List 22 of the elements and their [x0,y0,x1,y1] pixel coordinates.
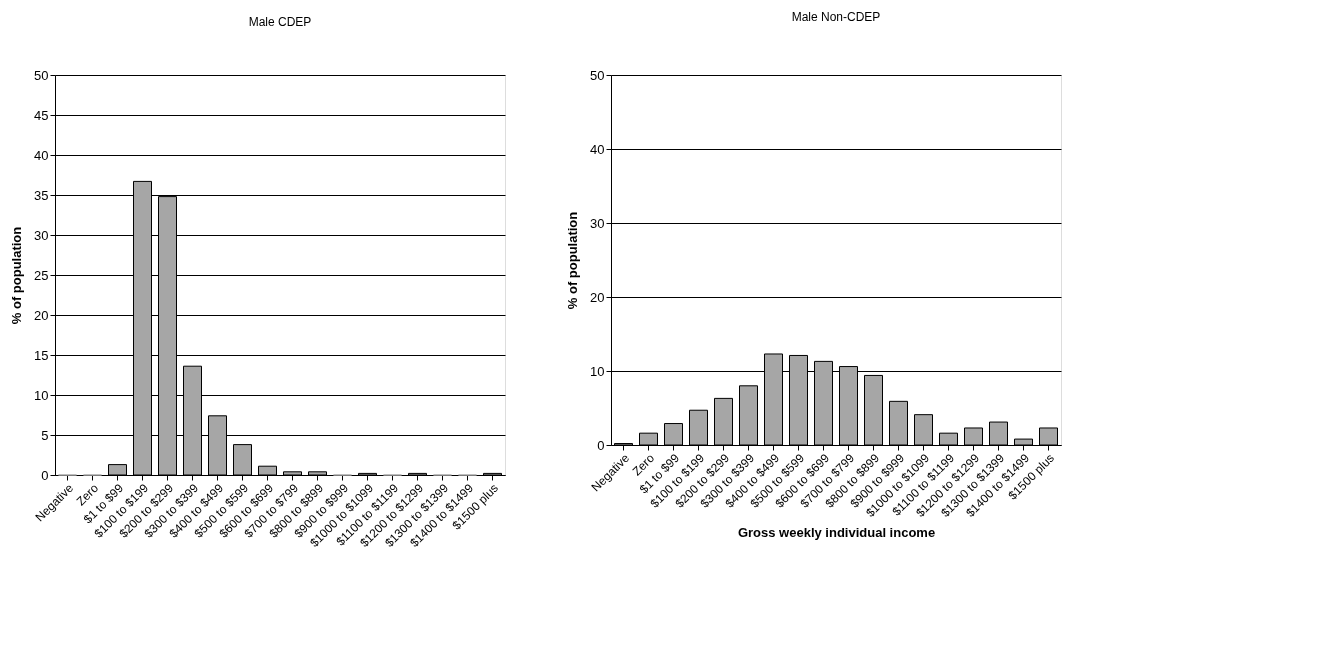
y-tick-label: 20 [34,307,49,323]
y-tick-label: 25 [34,267,49,283]
y-tick-label: 40 [590,141,605,157]
y-axis-title: % of population [565,211,581,310]
y-tick-label: 20 [590,289,605,305]
y-tick-label: 0 [597,437,605,453]
chart-title: Male Non-CDEP [791,10,881,24]
y-tick-label: 0 [41,467,49,483]
y-tick-label: 10 [34,387,49,403]
y-tick-label: 50 [590,67,605,83]
y-tick-label: 45 [34,107,49,123]
chart-title: Male CDEP [248,15,312,29]
y-tick-label: 40 [34,147,49,163]
y-tick-label: 35 [34,187,49,203]
y-tick-label: 30 [590,215,605,231]
y-tick-label: 10 [590,363,605,379]
y-tick-label: 5 [41,427,49,443]
y-tick-label: 15 [34,347,49,363]
y-tick-label: 30 [34,227,49,243]
y-axis-title: % of population [9,226,25,325]
y-tick-label: 50 [34,67,49,83]
x-axis-title: Gross weekly individual income [737,525,936,541]
